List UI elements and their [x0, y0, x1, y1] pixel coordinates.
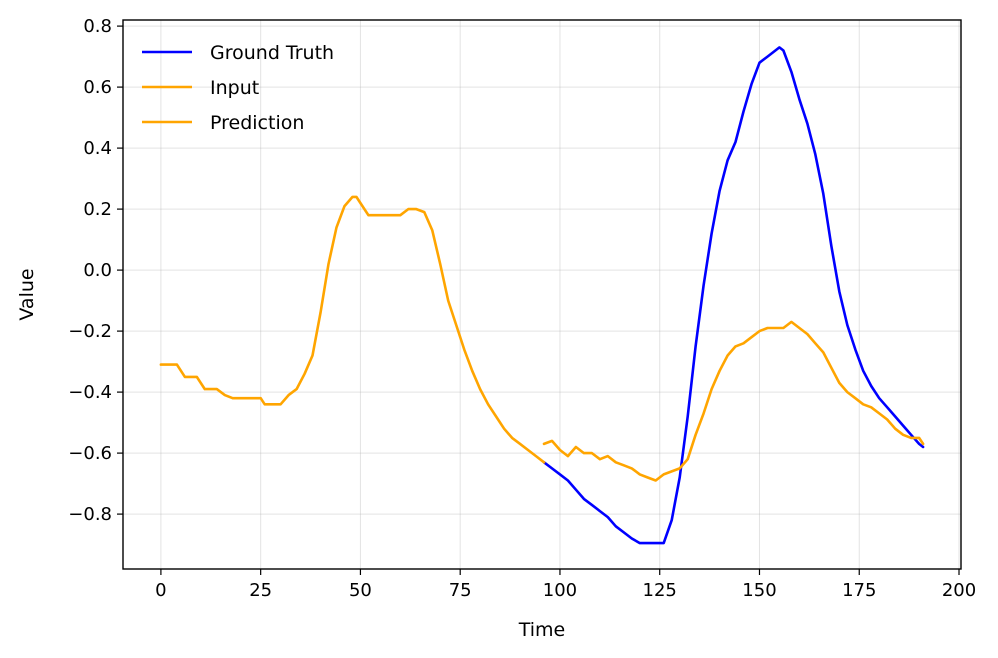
- y-tick-label: −0.8: [68, 504, 112, 525]
- legend-label-input: Input: [210, 77, 259, 99]
- series-line-ground-truth: [542, 46, 925, 545]
- series-line-prediction: [542, 320, 925, 482]
- series-layer: [159, 46, 925, 545]
- x-axis-title: Time: [518, 619, 566, 641]
- axis-ticks: 0 25 50 75 100 125 150 175 200 −0.8 −0.6 −0.4 −0.2 0.…: [68, 16, 976, 601]
- series-line-input: [159, 195, 546, 464]
- x-tick-label: 200: [942, 580, 976, 601]
- x-tick-label: 25: [249, 580, 272, 601]
- legend: Ground Truth Input Prediction: [142, 42, 334, 134]
- legend-label-ground-truth: Ground Truth: [210, 42, 334, 64]
- y-tick-label: −0.4: [68, 382, 112, 403]
- grid-lines: [123, 20, 961, 569]
- x-tick-label: 150: [742, 580, 776, 601]
- y-tick-label: 0.2: [83, 199, 112, 220]
- x-tick-label: 175: [842, 580, 876, 601]
- plot-frame: [122, 19, 962, 570]
- x-tick-label: 0: [155, 580, 166, 601]
- x-tick-label: 100: [543, 580, 577, 601]
- x-tick-label: 50: [349, 580, 372, 601]
- legend-label-prediction: Prediction: [210, 112, 304, 134]
- y-tick-label: −0.2: [68, 321, 112, 342]
- y-tick-label: 0.6: [83, 77, 112, 98]
- y-tick-label: 0.8: [83, 16, 112, 37]
- y-tick-label: 0.4: [83, 138, 112, 159]
- x-tick-label: 125: [643, 580, 677, 601]
- y-tick-label: −0.6: [68, 443, 112, 464]
- y-axis-title: Value: [16, 268, 38, 320]
- x-tick-label: 75: [449, 580, 472, 601]
- y-tick-label: 0.0: [83, 260, 112, 281]
